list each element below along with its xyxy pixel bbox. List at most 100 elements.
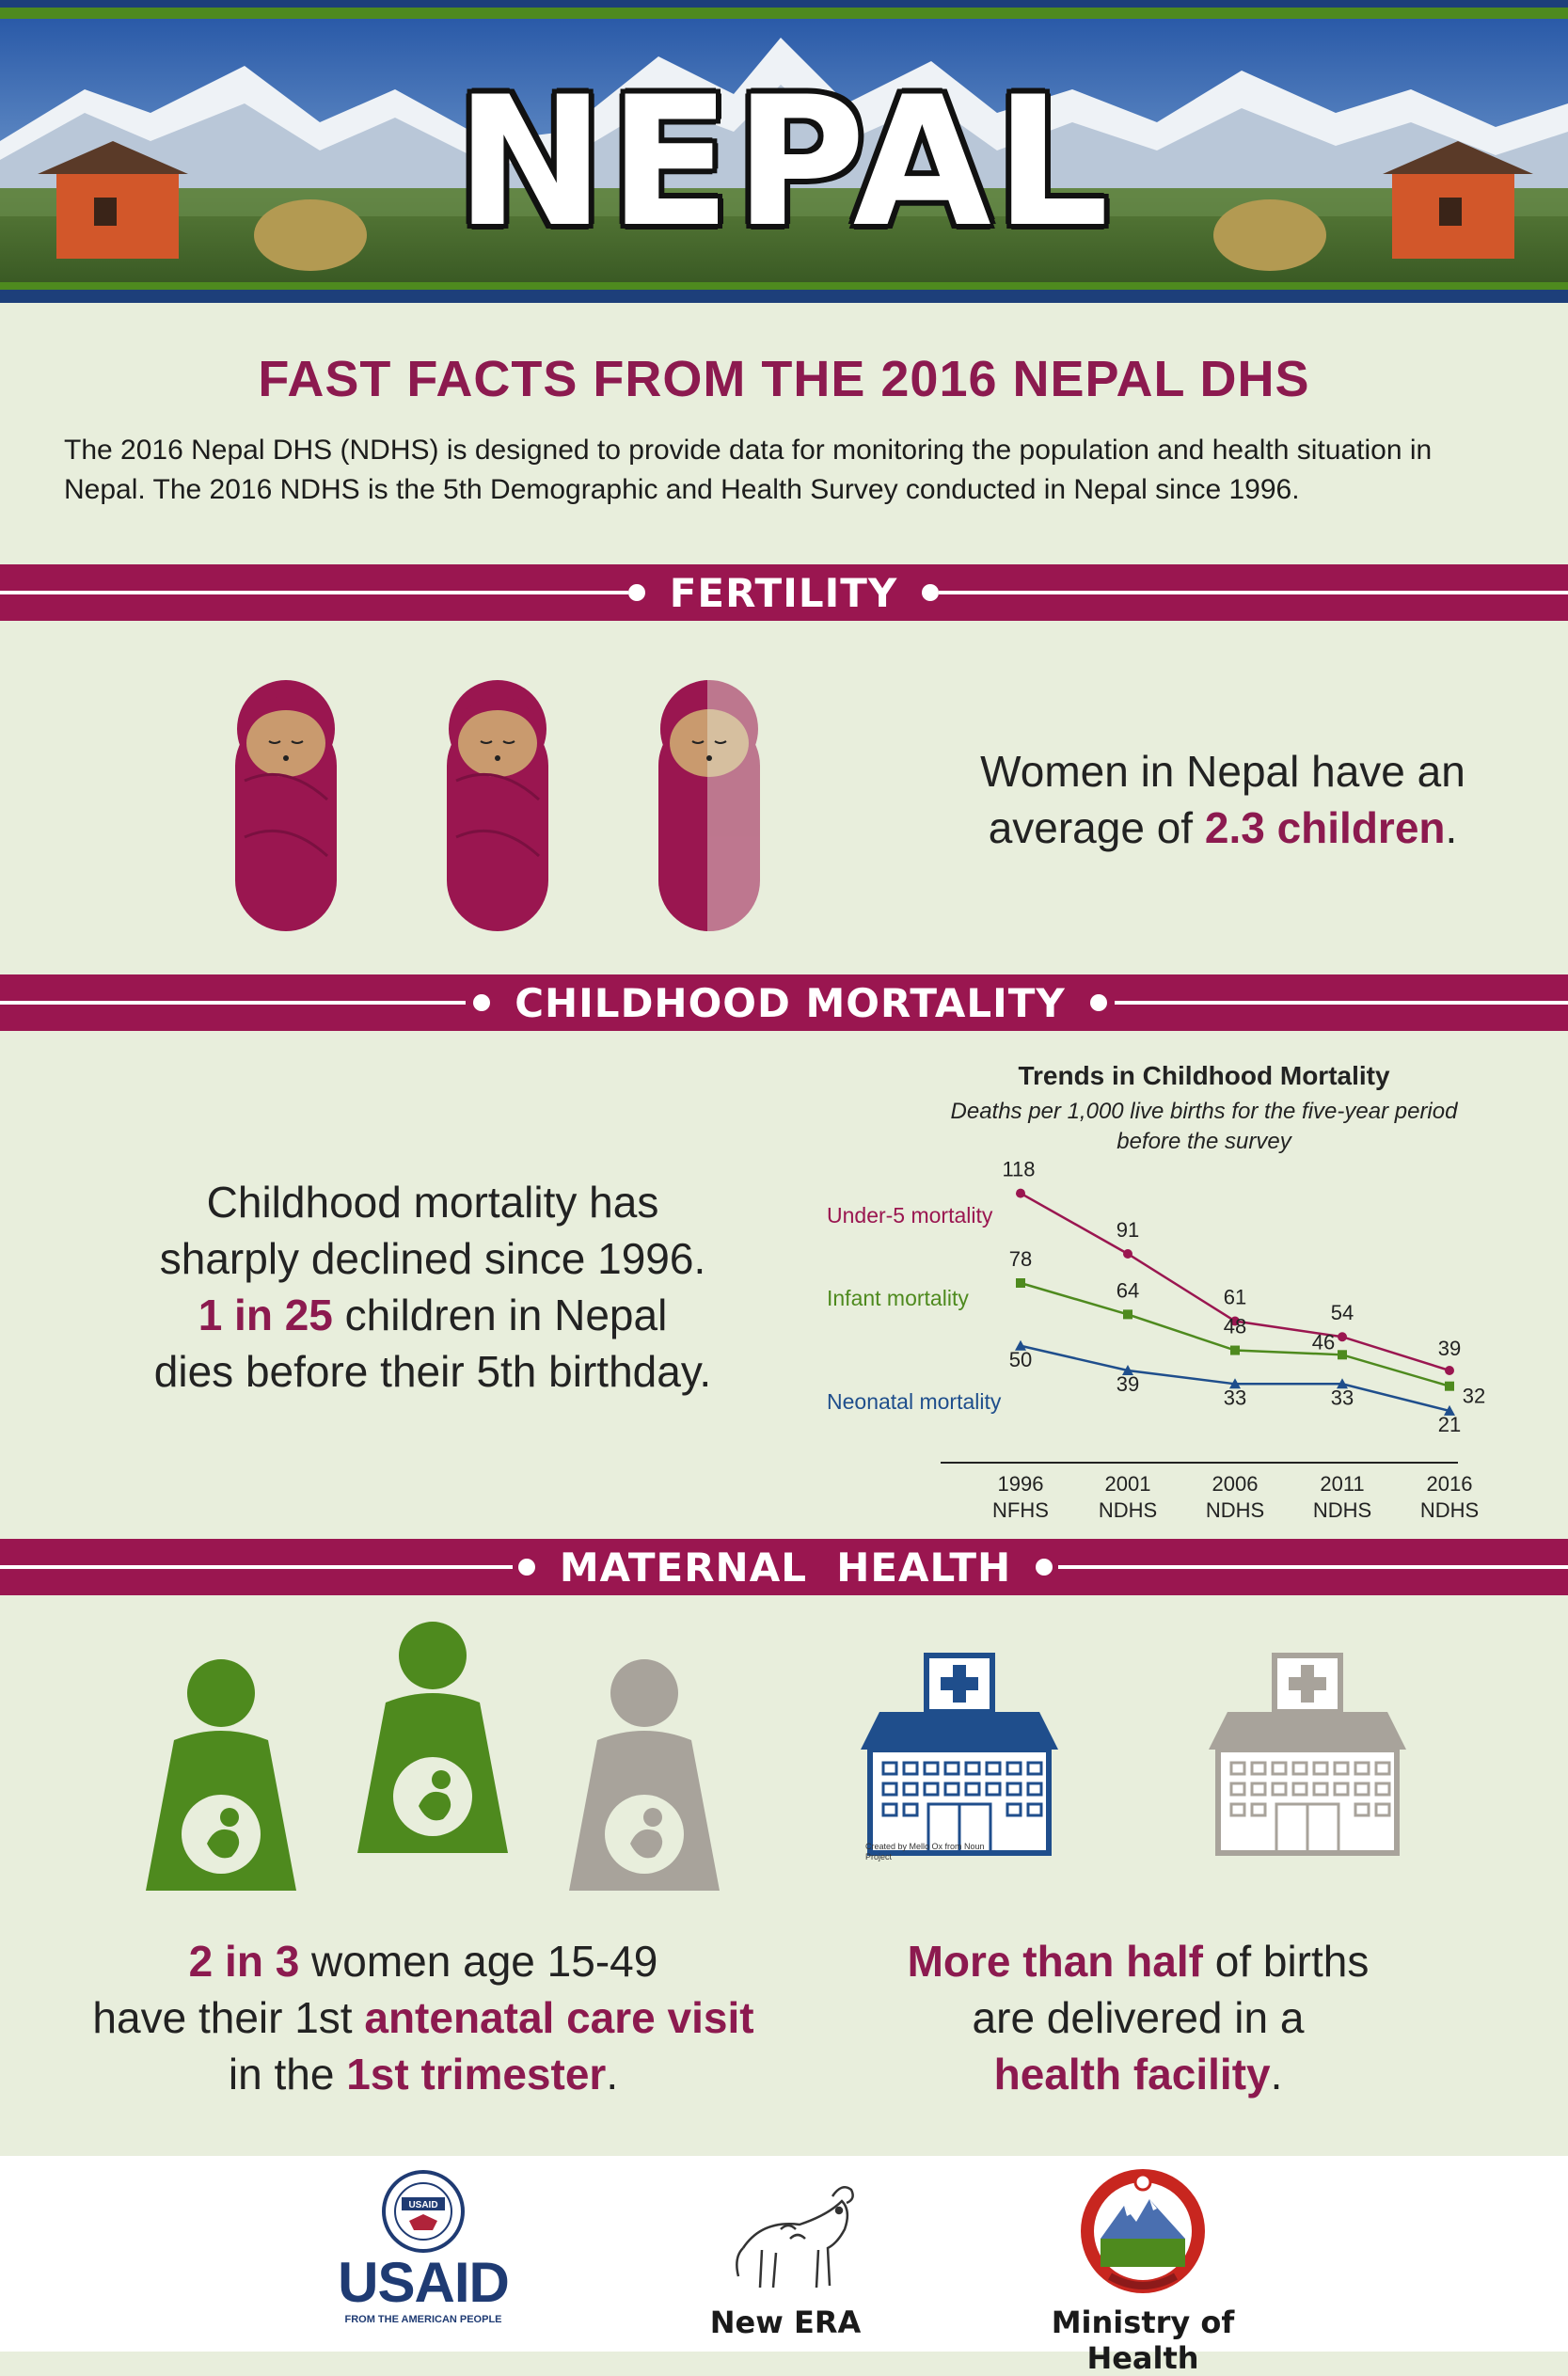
- mortality-line-3: children in Nepal: [332, 1291, 668, 1339]
- mortality-text: Childhood mortality has sharply declined…: [113, 1174, 752, 1400]
- mortality-line-4: dies before their 5th birthday.: [153, 1347, 712, 1396]
- x-tick-label: NDHS: [1313, 1498, 1371, 1522]
- pregnant-woman-icon-gray: [569, 1659, 720, 1891]
- data-point: [1016, 1188, 1025, 1198]
- data-label: 33: [1331, 1386, 1354, 1409]
- bullet-dot: [627, 584, 645, 601]
- mortality-chart: 1996NFHS2001NDHS2006NDHS2011NDHS2016NDHS…: [827, 1158, 1485, 1522]
- fertility-text-post: .: [1445, 803, 1458, 852]
- bullet-dot: [473, 994, 491, 1011]
- data-label: 32: [1463, 1385, 1485, 1408]
- babies-illustration: [235, 680, 760, 931]
- hospital-icon: [861, 1653, 1058, 1856]
- data-point: [1015, 1339, 1026, 1351]
- data-point: [1123, 1249, 1132, 1259]
- x-tick-label: 2011: [1320, 1472, 1364, 1496]
- section-title-maternal: MATERNAL HEALTH: [559, 1544, 1012, 1591]
- anc-text-2: have their 1st: [92, 1993, 365, 2042]
- facility-highlight-1: More than half: [907, 1937, 1203, 1986]
- page-title: FAST FACTS FROM THE 2016 NEPAL DHS: [258, 351, 1310, 407]
- mortality-line-2: sharply declined since 1996.: [159, 1234, 706, 1283]
- section-title-mortality: CHILDHOOD MORTALITY: [515, 979, 1066, 1026]
- fertility-text: Women in Nepal have an average of 2.3 ch…: [959, 743, 1486, 856]
- x-tick-label: 1996: [998, 1472, 1044, 1496]
- data-point: [1445, 1366, 1454, 1375]
- data-label: 61: [1224, 1286, 1246, 1309]
- x-tick-label: 2006: [1212, 1472, 1259, 1496]
- anc-text-1: women age 15-49: [299, 1937, 658, 1986]
- baby-icon: [235, 680, 337, 931]
- pregnant-woman-icon: [357, 1622, 508, 1853]
- data-point: [1122, 1365, 1133, 1375]
- pregnant-women-illustration: [146, 1622, 720, 1891]
- usaid-tagline: FROM THE AMERICAN PEOPLE: [344, 2314, 502, 2325]
- hospital-icon-gray: [1209, 1653, 1406, 1856]
- banner-landscape: [0, 0, 1568, 320]
- section-bar-maternal: MATERNAL HEALTH: [0, 1539, 1568, 1595]
- data-point: [1444, 1404, 1455, 1416]
- data-label: 39: [1438, 1337, 1461, 1360]
- x-tick-label: NDHS: [1206, 1498, 1264, 1522]
- legend-label: Infant mortality: [827, 1286, 969, 1310]
- bullet-dot: [1089, 994, 1107, 1011]
- usaid-logo-text: USAID: [329, 2255, 517, 2311]
- data-point: [1338, 1350, 1347, 1360]
- bullet-dot: [517, 1559, 535, 1576]
- data-point: [1337, 1378, 1348, 1389]
- data-label: 33: [1224, 1386, 1246, 1409]
- x-tick-label: 2016: [1427, 1472, 1473, 1496]
- legend-label: Under-5 mortality: [827, 1203, 993, 1228]
- data-point: [1229, 1378, 1241, 1389]
- data-point: [1338, 1332, 1347, 1342]
- facility-text-3: .: [1270, 2050, 1283, 2099]
- data-label: 78: [1009, 1247, 1032, 1271]
- usaid-seal-icon: USAID: [382, 2170, 465, 2253]
- baby-icon-partial: [658, 680, 760, 931]
- new-era-logo-icon: [736, 2185, 854, 2289]
- chart-title: Trends in Childhood Mortality: [1018, 1061, 1390, 1090]
- mortality-highlight: 1 in 25: [198, 1291, 333, 1339]
- section-bar-fertility: FERTILITY: [0, 564, 1568, 621]
- data-label: 21: [1438, 1413, 1461, 1436]
- data-label: 46: [1312, 1330, 1335, 1354]
- data-label: 39: [1117, 1372, 1139, 1396]
- data-point: [1445, 1381, 1454, 1391]
- data-point: [1016, 1278, 1025, 1288]
- new-era-label: New ERA: [709, 2305, 862, 2340]
- data-point: [1230, 1345, 1240, 1355]
- data-label: 54: [1331, 1301, 1354, 1324]
- usaid-seal-text: USAID: [408, 2200, 437, 2210]
- intro-paragraph: The 2016 Nepal DHS (NDHS) is designed to…: [64, 435, 1433, 505]
- data-point: [1123, 1309, 1132, 1320]
- bullet-dot: [1036, 1559, 1053, 1576]
- icon-credit: Created by Mello Ox from Noun Project: [865, 1842, 985, 1861]
- facility-text-2: are delivered in a: [972, 1993, 1305, 2042]
- banner-title: NEPAL: [455, 58, 1113, 266]
- pregnant-woman-icon: [146, 1659, 296, 1891]
- ministry-label: Ministry of Health: [1051, 2305, 1235, 2376]
- ministry-emblem-icon: [1081, 2169, 1205, 2293]
- usaid-wordmark: USAID: [338, 2251, 510, 2314]
- anc-highlight-3: 1st trimester: [346, 2050, 607, 2099]
- x-tick-label: NDHS: [1420, 1498, 1479, 1522]
- x-tick-label: NDHS: [1099, 1498, 1157, 1522]
- data-label: 64: [1117, 1278, 1139, 1302]
- x-tick-label: NFHS: [992, 1498, 1049, 1522]
- section-title-fertility: FERTILITY: [669, 569, 898, 616]
- footer: USAID USAID FROM THE AMERICAN PEOPLE New…: [0, 2156, 1568, 2376]
- facility-highlight-2: health facility: [993, 2050, 1271, 2099]
- legend-label: Neonatal mortality: [827, 1389, 1002, 1414]
- banner: NEPAL: [0, 0, 1568, 320]
- facility-text: More than half of births are delivered i…: [828, 1933, 1449, 2102]
- facility-text-1: of births: [1202, 1937, 1370, 1986]
- section-bar-mortality: CHILDHOOD MORTALITY: [0, 974, 1568, 1031]
- anc-highlight-2: antenatal care visit: [364, 1993, 754, 2042]
- fertility-text-pre: Women in Nepal have an average of: [980, 747, 1465, 852]
- bullet-dot: [922, 584, 940, 601]
- baby-icon: [447, 680, 548, 931]
- x-tick-label: 2001: [1105, 1472, 1151, 1496]
- fertility-highlight: 2.3 children: [1204, 803, 1446, 852]
- series-line: [1020, 1192, 1450, 1372]
- data-label: 50: [1009, 1348, 1032, 1371]
- data-label: 48: [1224, 1315, 1246, 1338]
